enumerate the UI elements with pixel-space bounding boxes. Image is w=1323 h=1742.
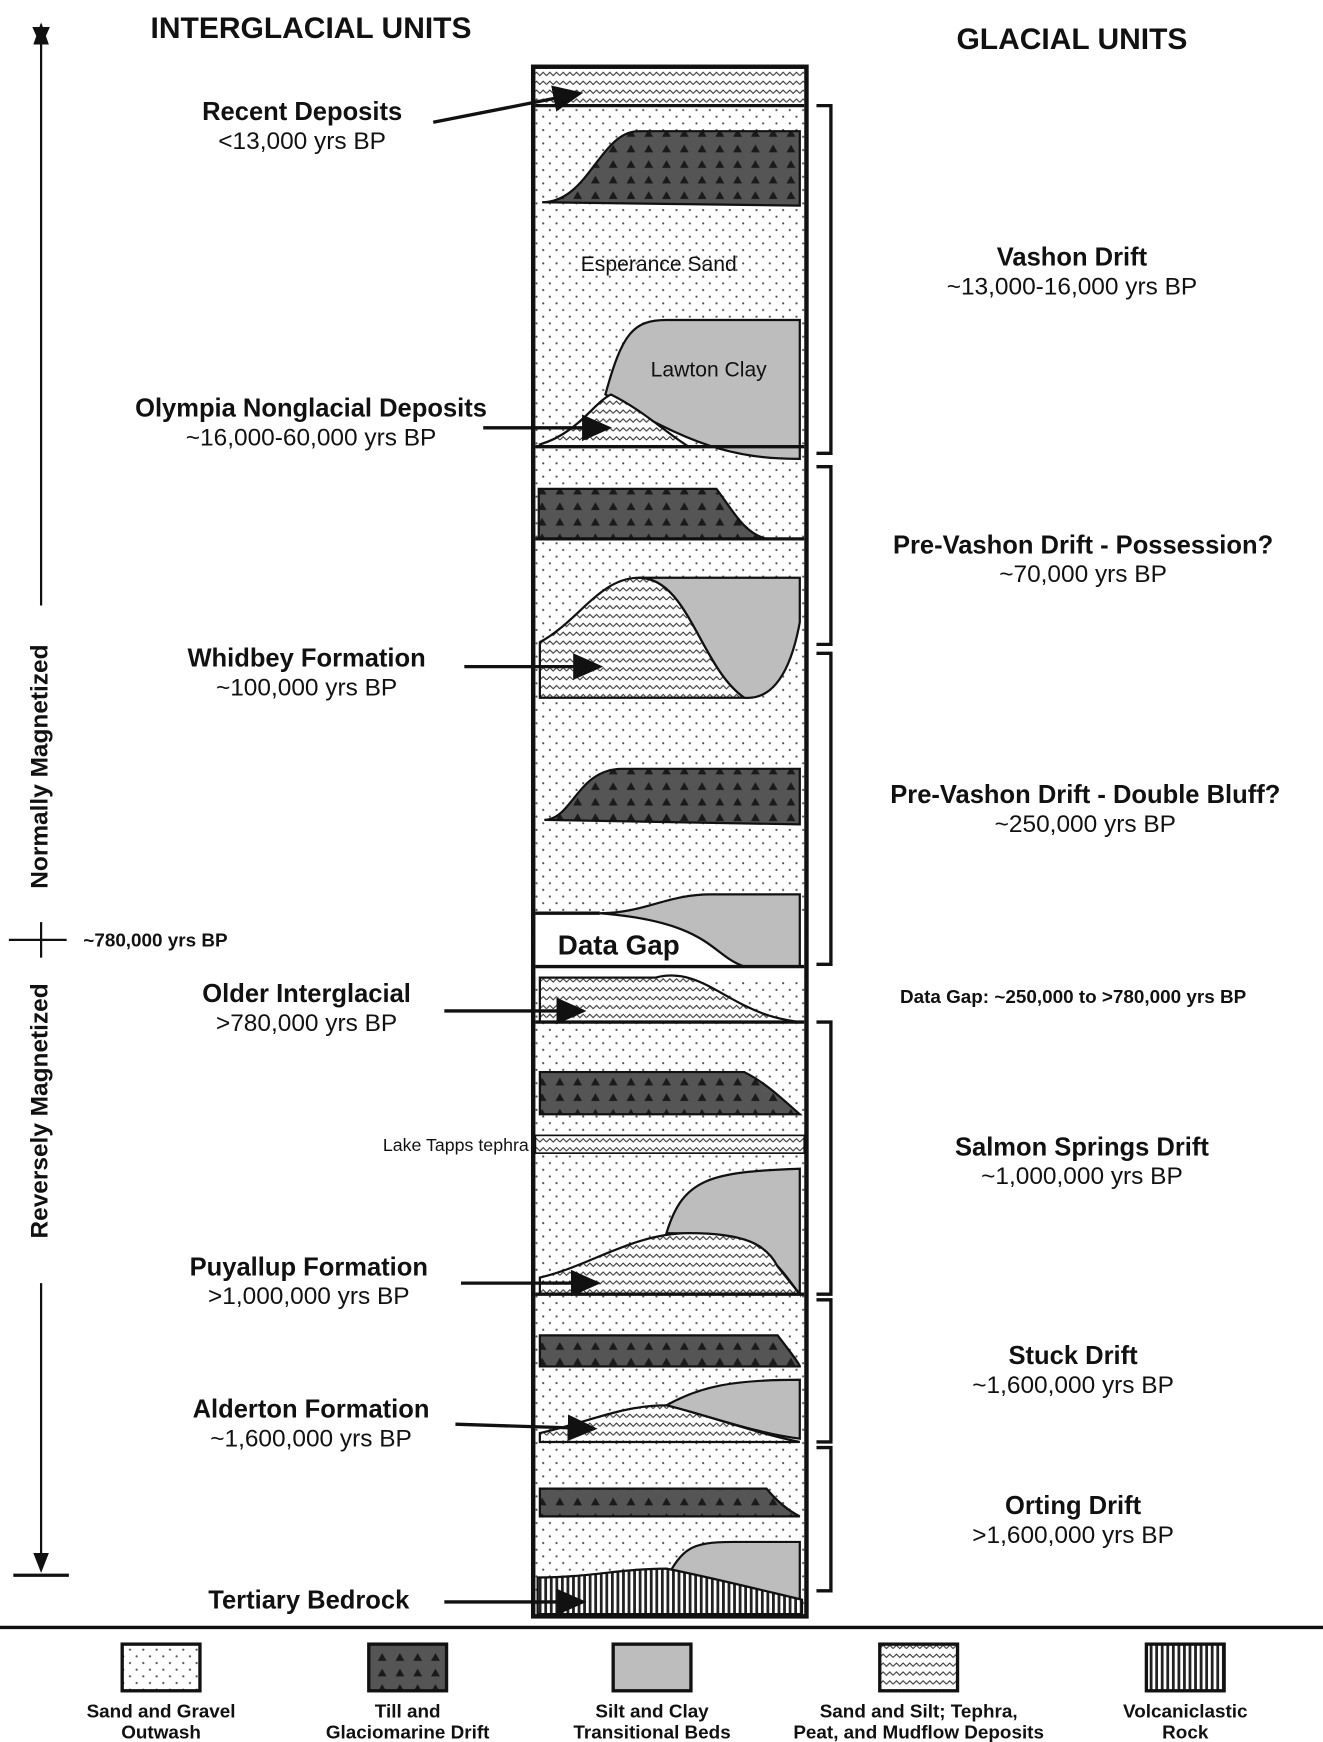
unit-name: Pre-Vashon Drift - Double Bluff? <box>890 781 1280 809</box>
arrow-head <box>33 1553 49 1573</box>
legend-label: Volcaniclastic <box>1123 1701 1247 1722</box>
tephra-layer <box>535 1135 804 1153</box>
bracket <box>816 653 830 964</box>
unit-name: Pre-Vashon Drift - Possession? <box>893 531 1273 559</box>
bracket <box>816 106 830 454</box>
unit-name: Alderton Formation <box>193 1396 430 1424</box>
bracket <box>816 1022 830 1294</box>
layer <box>535 69 804 106</box>
unit-age: >1,000,000 yrs BP <box>208 1283 410 1310</box>
stratigraphic-column: Esperance Sand Lawton Clay Data Gap Lake… <box>383 67 807 1617</box>
unit-name: Older Interglacial <box>202 980 411 1008</box>
diagram: Esperance Sand Lawton Clay Data Gap Lake… <box>0 0 1323 1742</box>
unit-name: Olympia Nonglacial Deposits <box>135 395 487 423</box>
magnetization-label: Normally Magnetized <box>27 644 54 888</box>
unit-name: Whidbey Formation <box>187 645 425 673</box>
bracket <box>816 467 830 645</box>
legend-swatch <box>613 1644 691 1691</box>
unit-age: ~16,000-60,000 yrs BP <box>186 425 437 452</box>
legend-label: Silt and Clay <box>595 1701 709 1722</box>
layer <box>540 1335 800 1366</box>
unit-name: Tertiary Bedrock <box>208 1587 410 1615</box>
unit-name: Orting Drift <box>1005 1492 1142 1520</box>
legend-swatch <box>369 1644 447 1691</box>
legend-label: Outwash <box>121 1723 201 1742</box>
layer-label: Esperance Sand <box>581 253 737 276</box>
legend-swatch <box>880 1644 958 1691</box>
unit-age: <13,000 yrs BP <box>218 128 386 155</box>
magnetization-axis: Normally Magnetized Reversely Magnetized… <box>9 22 228 1575</box>
unit-age: ~100,000 yrs BP <box>216 674 397 701</box>
header: INTERGLACIAL UNITS <box>151 12 472 45</box>
data-gap-label: Data Gap <box>558 929 680 960</box>
unit-name: Puyallup Formation <box>190 1253 428 1281</box>
legend-label: Sand and Gravel <box>87 1701 236 1722</box>
legend-label: Till and <box>375 1701 441 1722</box>
header: GLACIAL UNITS <box>956 23 1187 56</box>
unit-age: ~1,000,000 yrs BP <box>981 1163 1183 1190</box>
layer <box>540 1489 800 1517</box>
legend-swatch <box>1146 1644 1224 1691</box>
legend-swatch <box>122 1644 200 1691</box>
bracket <box>816 1300 830 1442</box>
legend-label: Rock <box>1162 1723 1209 1742</box>
legend-label: Sand and Silt; Tephra, <box>820 1701 1018 1722</box>
legend-label: Peat, and Mudflow Deposits <box>793 1723 1044 1742</box>
unit-age: ~13,000-16,000 yrs BP <box>947 273 1198 300</box>
unit-age: ~1,600,000 yrs BP <box>210 1425 412 1452</box>
layer-label: Lake Tapps tephra <box>383 1135 529 1155</box>
arrow-head <box>33 22 49 44</box>
unit-name: Recent Deposits <box>202 98 402 126</box>
unit-age: ~70,000 yrs BP <box>999 561 1167 588</box>
unit-name: Vashon Drift <box>997 244 1148 272</box>
layer-label: Lawton Clay <box>651 359 768 382</box>
magnetization-label: Reversely Magnetized <box>27 983 54 1238</box>
legend-label: Glaciomarine Drift <box>326 1723 490 1742</box>
boundary-label: ~780,000 yrs BP <box>83 931 227 952</box>
data-gap-note: Data Gap: ~250,000 to >780,000 yrs BP <box>900 987 1246 1008</box>
unit-age: >780,000 yrs BP <box>216 1010 397 1037</box>
unit-age: ~250,000 yrs BP <box>995 811 1176 838</box>
legend-label: Transitional Beds <box>573 1723 730 1742</box>
unit-name: Salmon Springs Drift <box>955 1133 1209 1161</box>
glacial-units: Vashon Drift~13,000-16,000 yrs BP Pre-Vas… <box>816 106 1280 1591</box>
unit-age: >1,600,000 yrs BP <box>972 1522 1174 1549</box>
headers: INTERGLACIAL UNITS GLACIAL UNITS <box>151 12 1188 56</box>
unit-name: Stuck Drift <box>1009 1342 1139 1370</box>
bracket <box>816 1448 830 1591</box>
page: {"header": {"interglacial_title": "INTER… <box>0 0 1323 1742</box>
unit-age: ~1,600,000 yrs BP <box>972 1372 1174 1399</box>
